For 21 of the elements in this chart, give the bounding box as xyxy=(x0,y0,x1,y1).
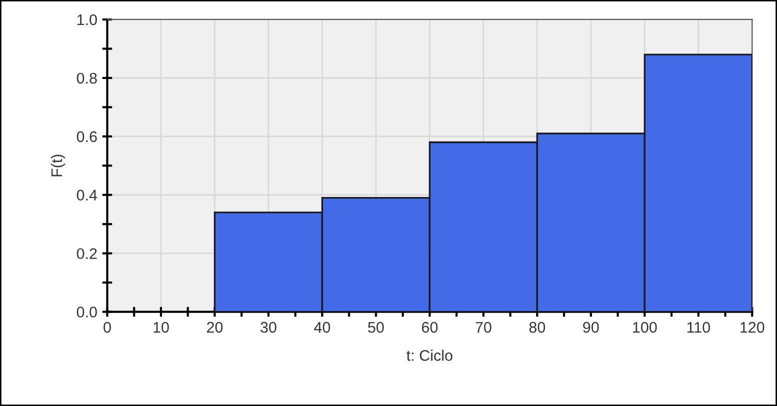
x-tick-label: 10 xyxy=(154,322,169,333)
x-tick-label: 110 xyxy=(687,322,710,333)
x-tick-label: 0 xyxy=(104,322,111,333)
x-axis-title: t: Ciclo xyxy=(406,350,452,361)
x-tick-label: 20 xyxy=(206,322,223,333)
y-axis-title: F(t) xyxy=(50,154,66,176)
x-tick-label: 90 xyxy=(583,322,599,333)
y-tick-label: 0.2 xyxy=(76,248,97,260)
x-tick-label: 120 xyxy=(740,322,764,333)
x-tick-label: 60 xyxy=(422,322,438,333)
y-tick-label: 0.6 xyxy=(76,131,97,142)
y-tick-label: 0.4 xyxy=(76,190,98,201)
x-tick-label: 100 xyxy=(633,322,657,333)
x-tick-label: 80 xyxy=(529,322,546,333)
y-tick-label: 0.0 xyxy=(76,306,97,318)
y-tick-label: 1.0 xyxy=(77,14,97,26)
y-tick-label: 0.8 xyxy=(76,72,97,84)
x-tick-label: 30 xyxy=(260,322,276,333)
x-tick-label: 50 xyxy=(368,322,384,333)
x-tick-label: 40 xyxy=(314,322,330,333)
x-tick-label: 70 xyxy=(476,322,492,333)
